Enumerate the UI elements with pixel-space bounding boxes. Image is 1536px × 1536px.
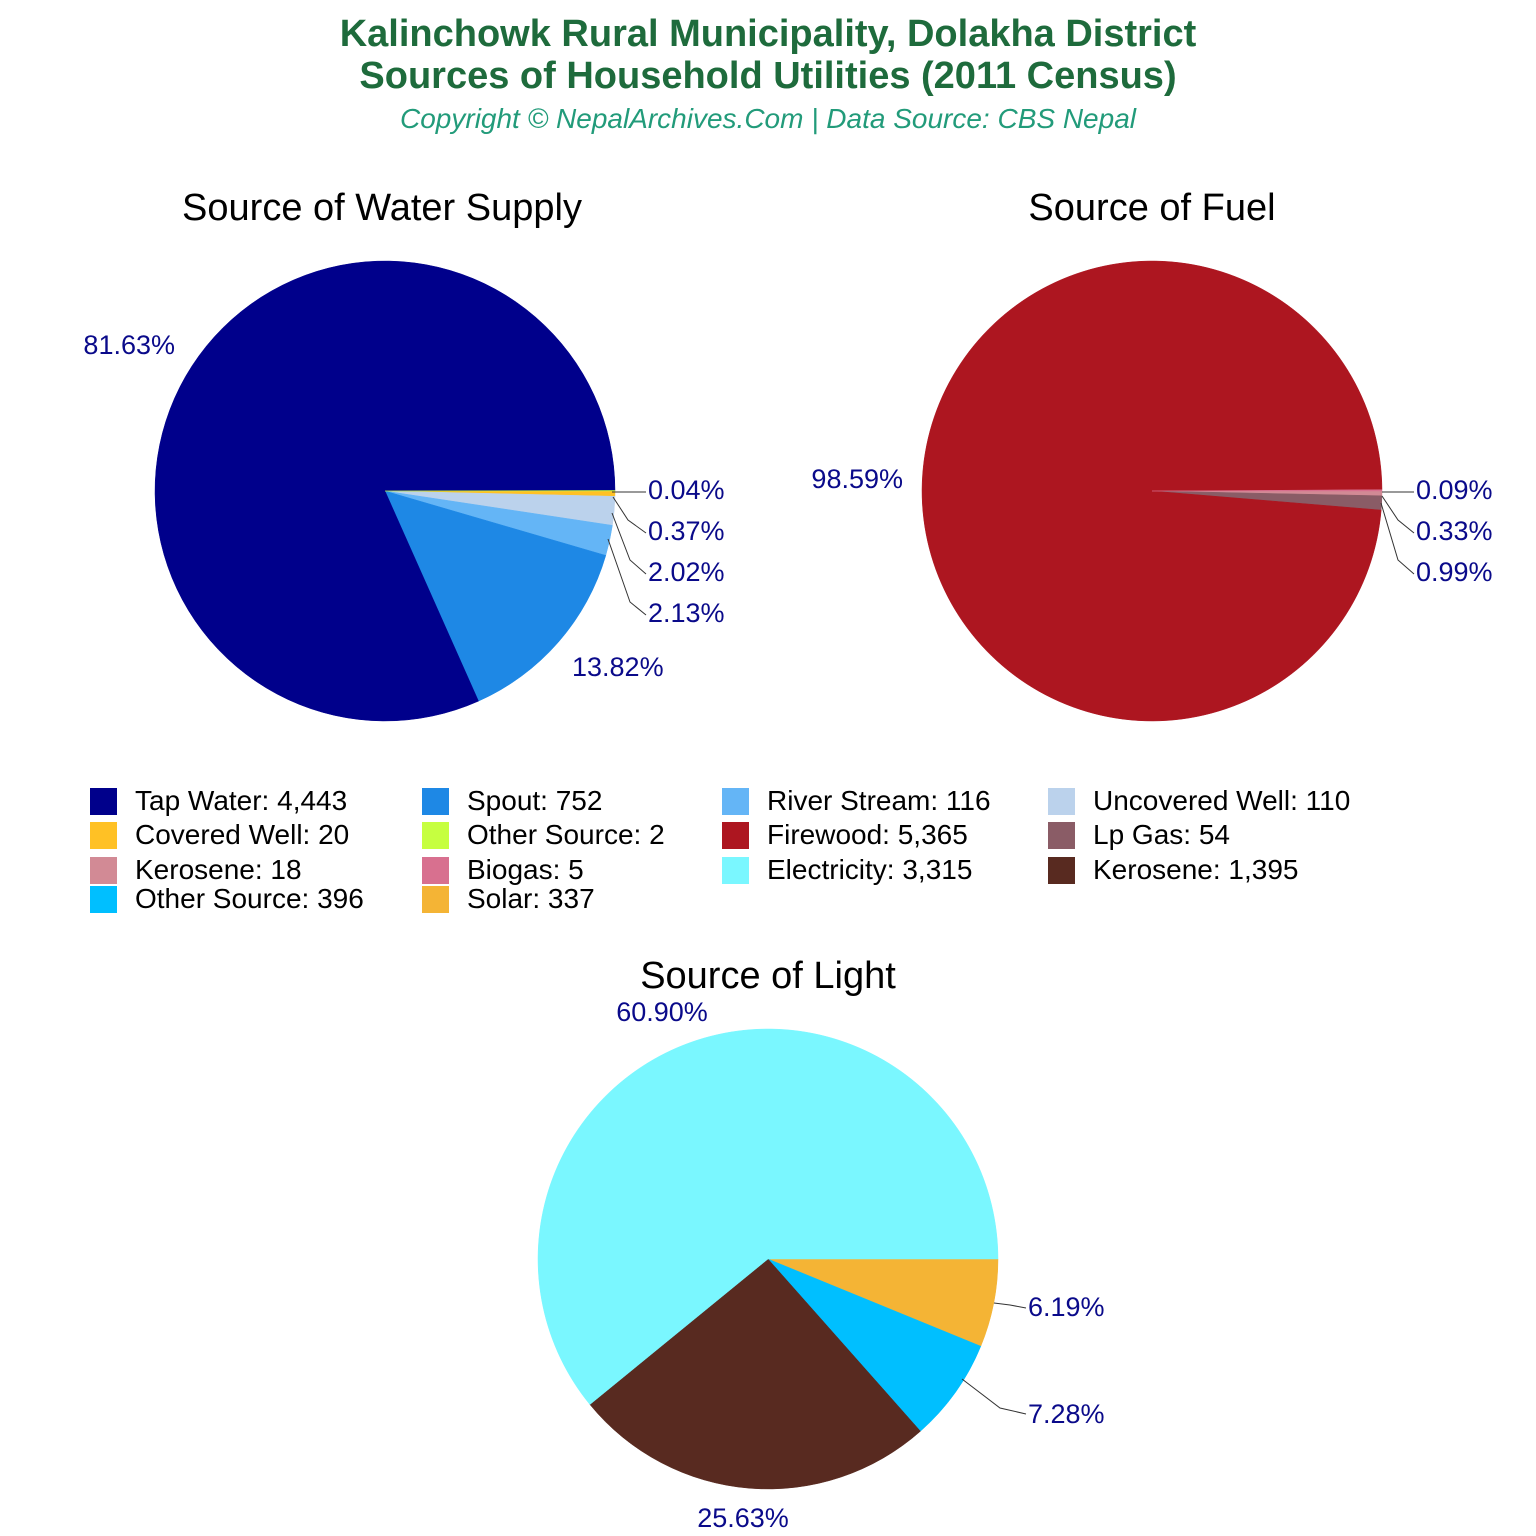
legend-swatch: [1048, 821, 1075, 849]
legend-label: Kerosene: 18: [135, 854, 302, 885]
legend-item: Electricity: 3,315: [722, 853, 972, 887]
fuel-leader-line: [1380, 502, 1415, 575]
water-slice-other-source: [384, 490, 616, 492]
water-percent-label: 0.04%: [648, 475, 725, 505]
legend-label: Biogas: 5: [467, 854, 584, 885]
legend-label: Tap Water: 4,443: [135, 785, 348, 816]
legend-label: Solar: 337: [467, 883, 595, 914]
legend-swatch: [1048, 787, 1075, 815]
water-percent-label: 2.13%: [648, 598, 725, 628]
water-percent-label: 2.02%: [648, 557, 725, 587]
legend-swatch: [422, 856, 449, 884]
light-slice-other-source: [767, 1258, 982, 1432]
fuel-slice-biogas: [1151, 489, 1383, 492]
legend-label: Covered Well: 20: [135, 819, 350, 850]
legend-swatch: [1048, 856, 1075, 884]
legend-item: Lp Gas: 54: [1048, 818, 1230, 852]
water-percent-label: 81.63%: [83, 330, 175, 360]
legend-label: Spout: 752: [467, 785, 603, 816]
legend-label: Kerosene: 1,395: [1093, 854, 1299, 885]
legend-swatch: [90, 821, 117, 849]
light-slice-electricity: [537, 1028, 999, 1405]
legend-swatch: [722, 821, 749, 849]
legend-label: Electricity: 3,315: [767, 854, 973, 885]
legend-swatch: [422, 885, 449, 913]
water-leader-line: [607, 538, 647, 616]
legend-item: Tap Water: 4,443: [90, 784, 347, 818]
legend-label: Firewood: 5,365: [767, 819, 968, 850]
legend-swatch: [90, 885, 117, 913]
fuel-chart-title: Source of Fuel: [1028, 187, 1276, 229]
light-percent-label: 60.90%: [616, 997, 708, 1027]
legend-label: River Stream: 116: [767, 785, 991, 816]
light-percent-label: 25.63%: [697, 1503, 789, 1533]
water-slice-spout: [384, 490, 607, 702]
legend-item: Solar: 337: [422, 882, 595, 916]
legend-item: Firewood: 5,365: [722, 818, 968, 852]
fuel-leader-line: [1381, 495, 1415, 534]
legend-label: Other Source: 396: [135, 883, 364, 914]
legend-label: Uncovered Well: 110: [1093, 785, 1351, 816]
legend-item: Biogas: 5: [422, 853, 584, 887]
water-percent-label: 0.37%: [648, 516, 725, 546]
legend-label: Lp Gas: 54: [1093, 819, 1230, 850]
light-percent-label: 7.28%: [1028, 1399, 1105, 1429]
legend-item: River Stream: 116: [722, 784, 991, 818]
fuel-percent-label: 0.09%: [1416, 475, 1493, 505]
legend-item: Kerosene: 18: [90, 853, 302, 887]
fuel-percent-label: 98.59%: [811, 464, 903, 494]
legend-item: Other Source: 2: [422, 818, 665, 852]
light-chart-title: Source of Light: [640, 955, 896, 997]
light-leader-line: [961, 1378, 1027, 1415]
legend-swatch: [722, 787, 749, 815]
legend-swatch: [422, 821, 449, 849]
light-slice-kerosene: [589, 1258, 921, 1490]
legend-swatch: [90, 787, 117, 815]
legend-label: Other Source: 2: [467, 819, 665, 850]
legend-item: Uncovered Well: 110: [1048, 784, 1350, 818]
light-percent-label: 6.19%: [1028, 1292, 1105, 1322]
legend-swatch: [422, 787, 449, 815]
legend-swatch: [722, 856, 749, 884]
fuel-percent-label: 0.33%: [1416, 516, 1493, 546]
page-title-line-1: Kalinchowk Rural Municipality, Dolakha D…: [339, 13, 1197, 55]
water-leader-line: [611, 512, 647, 575]
legend-item: Spout: 752: [422, 784, 602, 818]
water-leader-line: [612, 496, 647, 534]
page-title-line-2: Sources of Household Utilities (2011 Cen…: [359, 55, 1177, 97]
light-leader-line: [993, 1302, 1027, 1309]
legend-swatch: [90, 856, 117, 884]
water-chart-title: Source of Water Supply: [182, 187, 582, 229]
legend-item: Covered Well: 20: [90, 818, 349, 852]
fuel-percent-label: 0.99%: [1416, 557, 1493, 587]
legend-item: Kerosene: 1,395: [1048, 853, 1299, 887]
page-subtitle: Copyright © NepalArchives.Com | Data Sou…: [400, 103, 1136, 134]
legend-item: Other Source: 396: [90, 882, 364, 916]
water-percent-label: 13.82%: [572, 652, 664, 682]
